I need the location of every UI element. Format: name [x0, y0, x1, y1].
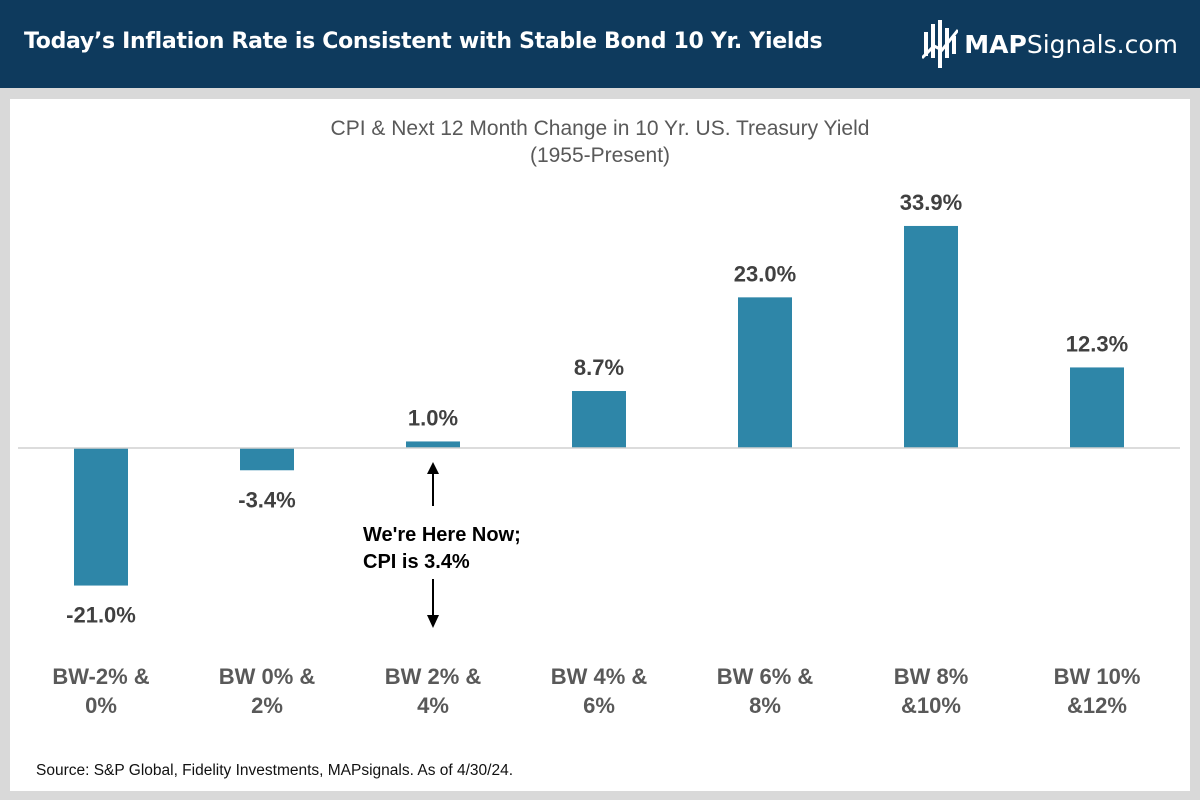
data-label: 23.0% [734, 261, 796, 286]
data-label: 8.7% [574, 355, 624, 380]
category-label: &10% [901, 693, 961, 718]
category-label: BW 0% & [219, 664, 316, 689]
category-label: &12% [1067, 693, 1127, 718]
category-label: BW 2% & [385, 664, 482, 689]
bar [572, 391, 626, 448]
bar [240, 448, 294, 471]
chart-title: CPI & Next 12 Month Change in 10 Yr. US.… [331, 117, 870, 140]
category-label: BW-2% & [52, 664, 149, 689]
bar [1070, 367, 1124, 448]
category-label: 4% [417, 693, 449, 718]
category-label: 8% [749, 693, 781, 718]
chart-subtitle: (1955-Present) [530, 144, 670, 167]
mapsignals-logo[interactable]: MAPSignals.com [922, 16, 1178, 72]
data-label: 1.0% [408, 405, 458, 430]
category-label: 2% [251, 693, 283, 718]
annotation-text: CPI is 3.4% [363, 551, 470, 573]
header-banner: Today’s Inflation Rate is Consistent wit… [0, 0, 1200, 88]
data-label: 12.3% [1066, 331, 1128, 356]
page-title: Today’s Inflation Rate is Consistent wit… [24, 29, 823, 54]
down-arrow-icon [427, 579, 439, 628]
bar [904, 225, 958, 448]
bar [74, 448, 128, 586]
chart-panel: CPI & Next 12 Month Change in 10 Yr. US.… [10, 99, 1190, 791]
category-label: BW 10% [1054, 664, 1141, 689]
bar [406, 441, 460, 448]
bar [738, 297, 792, 448]
category-label: 0% [85, 693, 117, 718]
source-note: Source: S&P Global, Fidelity Investments… [36, 762, 514, 779]
bar-chart: CPI & Next 12 Month Change in 10 Yr. US.… [18, 117, 1180, 718]
logo-text-regular: Signals.com [1026, 29, 1178, 59]
data-label: -21.0% [66, 603, 136, 628]
category-label: BW 6% & [717, 664, 814, 689]
category-label: BW 8% [894, 664, 969, 689]
category-label: BW 4% & [551, 664, 648, 689]
annotation-text: We're Here Now; [363, 524, 521, 546]
up-arrow-icon [427, 462, 439, 506]
data-label: 33.9% [900, 190, 962, 215]
logo-mark-icon [922, 20, 959, 68]
category-label: 6% [583, 693, 615, 718]
logo-text-bold: MAP [964, 29, 1027, 59]
logo-text: MAPSignals.com [964, 30, 1178, 59]
data-label: -3.4% [238, 487, 295, 512]
